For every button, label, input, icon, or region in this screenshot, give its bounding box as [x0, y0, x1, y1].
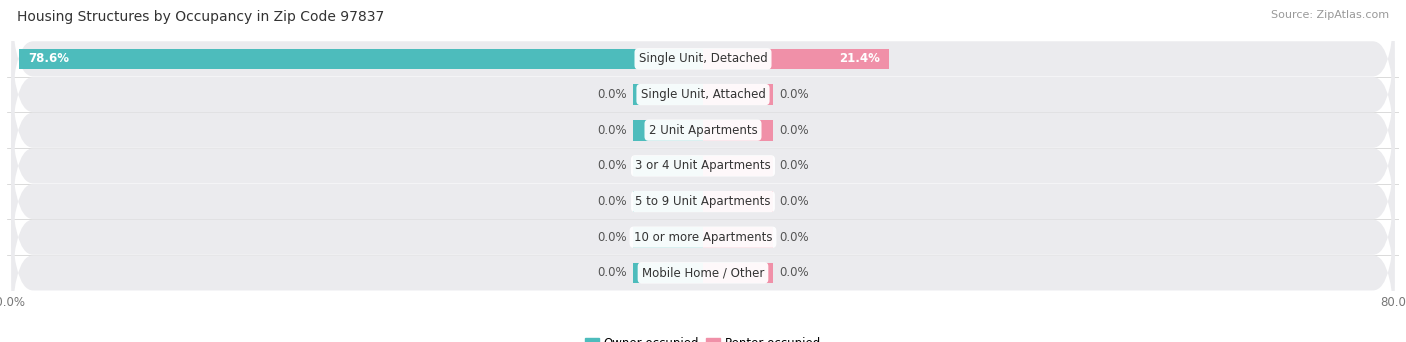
Text: 2 Unit Apartments: 2 Unit Apartments	[648, 124, 758, 137]
Text: 0.0%: 0.0%	[596, 124, 627, 137]
Text: 0.0%: 0.0%	[596, 195, 627, 208]
FancyBboxPatch shape	[11, 166, 1395, 309]
Bar	[633, 120, 703, 141]
Bar	[633, 263, 703, 283]
Text: 0.0%: 0.0%	[779, 159, 810, 172]
Text: Source: ZipAtlas.com: Source: ZipAtlas.com	[1271, 10, 1389, 20]
Bar	[633, 227, 703, 248]
FancyBboxPatch shape	[11, 23, 1395, 166]
Text: 0.0%: 0.0%	[596, 266, 627, 279]
FancyBboxPatch shape	[11, 201, 1395, 342]
Legend: Owner-occupied, Renter-occupied: Owner-occupied, Renter-occupied	[579, 332, 827, 342]
Text: 21.4%: 21.4%	[839, 52, 880, 65]
Text: 78.6%: 78.6%	[28, 52, 69, 65]
Text: 0.0%: 0.0%	[596, 159, 627, 172]
Text: 0.0%: 0.0%	[779, 231, 810, 244]
Bar	[703, 84, 773, 105]
Bar	[703, 156, 773, 176]
Text: 0.0%: 0.0%	[779, 266, 810, 279]
FancyBboxPatch shape	[11, 94, 1395, 237]
Bar	[703, 49, 889, 69]
FancyBboxPatch shape	[11, 130, 1395, 273]
Text: 10 or more Apartments: 10 or more Apartments	[634, 231, 772, 244]
Bar	[703, 191, 773, 212]
Text: 0.0%: 0.0%	[779, 124, 810, 137]
Text: 0.0%: 0.0%	[779, 195, 810, 208]
Bar	[633, 156, 703, 176]
Bar	[633, 84, 703, 105]
Text: 0.0%: 0.0%	[779, 88, 810, 101]
Text: 3 or 4 Unit Apartments: 3 or 4 Unit Apartments	[636, 159, 770, 172]
Text: Mobile Home / Other: Mobile Home / Other	[641, 266, 765, 279]
Bar	[20, 49, 703, 69]
Text: Single Unit, Attached: Single Unit, Attached	[641, 88, 765, 101]
Bar	[703, 227, 773, 248]
Text: 0.0%: 0.0%	[596, 88, 627, 101]
Bar	[703, 120, 773, 141]
Text: Housing Structures by Occupancy in Zip Code 97837: Housing Structures by Occupancy in Zip C…	[17, 10, 384, 24]
Bar	[703, 263, 773, 283]
Text: 0.0%: 0.0%	[596, 231, 627, 244]
Text: Single Unit, Detached: Single Unit, Detached	[638, 52, 768, 65]
Text: 5 to 9 Unit Apartments: 5 to 9 Unit Apartments	[636, 195, 770, 208]
FancyBboxPatch shape	[11, 0, 1395, 130]
Bar	[633, 191, 703, 212]
FancyBboxPatch shape	[11, 58, 1395, 202]
